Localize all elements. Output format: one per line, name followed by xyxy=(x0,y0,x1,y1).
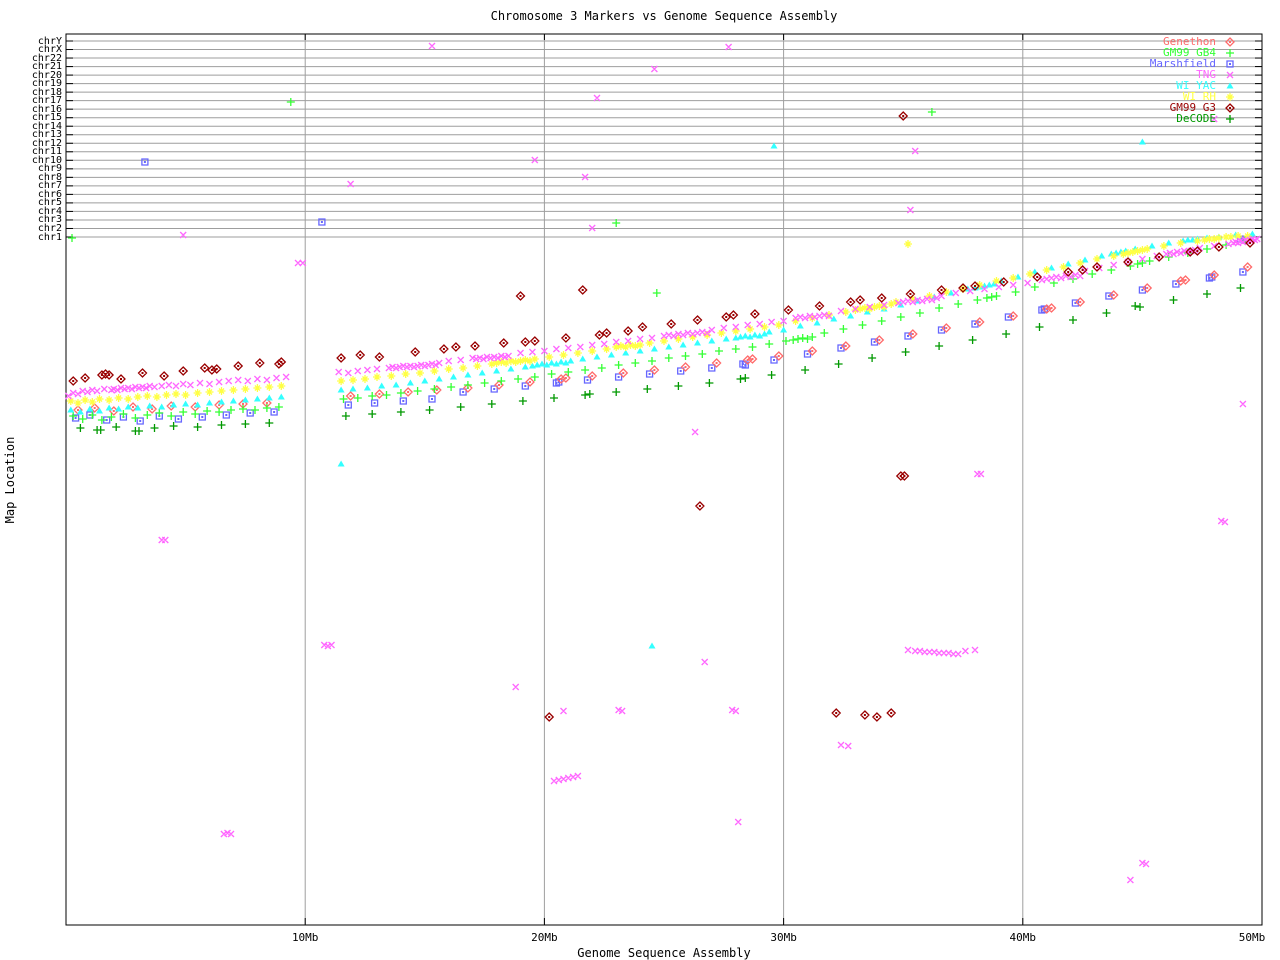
chr-label-chr11: chr11 xyxy=(31,146,62,158)
legend-row-tng: TNG xyxy=(1096,69,1246,80)
x-tick-10Mb: 10Mb xyxy=(291,931,319,944)
chr-label-chrX: chrX xyxy=(37,44,62,56)
series-gm99-gb4 xyxy=(68,98,1250,424)
x-tick-20Mb: 20Mb xyxy=(531,931,558,944)
legend: Genethon GM99 GB4 Marshfield TNG WI YAC WI RH… xyxy=(1096,36,1246,124)
chr-label-chr21: chr21 xyxy=(31,61,62,73)
x-tick-30Mb: 30Mb xyxy=(770,931,797,944)
chr-label-chr13: chr13 xyxy=(31,129,62,141)
square-marker-icon xyxy=(1216,58,1246,69)
legend-row-wi-yac: WI YAC xyxy=(1096,80,1246,91)
x-tick-40Mb: 40Mb xyxy=(1009,931,1037,944)
x-tick-50Mb: 50Mb xyxy=(1238,931,1266,944)
plus-marker-icon xyxy=(1216,113,1246,124)
legend-marker-glyph xyxy=(1229,41,1231,43)
legend-row-wi-rh: WI RH xyxy=(1096,91,1246,102)
legend-marker-glyph xyxy=(1225,103,1235,113)
asterisk-marker-icon xyxy=(1216,91,1246,102)
series-gm99-g3 xyxy=(68,111,1255,722)
legend-label: GM99 GB4 xyxy=(1163,46,1216,59)
diamond-marker-icon xyxy=(1216,36,1246,47)
chr-label-chr14: chr14 xyxy=(31,120,62,132)
chr-label-chr5: chr5 xyxy=(37,197,62,209)
legend-marker-glyph xyxy=(1226,60,1234,68)
legend-label: TNG xyxy=(1196,68,1216,81)
legend-label: DeCODE xyxy=(1176,112,1216,125)
legend-marker-glyph xyxy=(1226,93,1234,101)
legend-row-decode: DeCODE xyxy=(1096,113,1246,124)
chr-label-chr7: chr7 xyxy=(37,180,62,192)
series-wi-rh xyxy=(66,232,1252,407)
y-axis-title: Map Location xyxy=(3,436,17,524)
chr-label-chr20: chr20 xyxy=(31,69,62,81)
legend-label: WI RH xyxy=(1182,90,1216,103)
legend-row-gm99-gb4: GM99 GB4 xyxy=(1096,47,1246,58)
chr-label-chr19: chr19 xyxy=(31,78,62,90)
legend-label: WI YAC xyxy=(1176,79,1216,92)
chr-label-chr17: chr17 xyxy=(31,95,62,107)
chr-label-chr15: chr15 xyxy=(31,112,62,124)
plot-border xyxy=(65,33,1263,926)
chart-title: Chromosome 3 Markers vs Genome Sequence … xyxy=(490,9,838,23)
series-marshfield xyxy=(71,158,1249,425)
chr-label-chrY: chrY xyxy=(37,35,62,47)
chr-label-chr18: chr18 xyxy=(31,86,62,98)
legend-marker-glyph xyxy=(1226,82,1234,89)
chr-label-chr10: chr10 xyxy=(31,154,62,166)
chr-label-chr6: chr6 xyxy=(37,188,62,200)
legend-label: GM99 G3 xyxy=(1169,101,1216,114)
x-marker-icon xyxy=(1216,69,1246,80)
chr-label-chr4: chr4 xyxy=(37,205,62,217)
legend-marker-glyph xyxy=(1226,115,1234,123)
triangle-marker-icon xyxy=(1216,80,1246,91)
legend-row-marshfield: Marshfield xyxy=(1096,58,1246,69)
chr-label-chr2: chr2 xyxy=(37,222,62,234)
series-wi-yac-fill xyxy=(67,138,1256,649)
legend-row-genethon: Genethon xyxy=(1096,36,1246,47)
chr-label-chr16: chr16 xyxy=(31,103,62,115)
chr-label-chr9: chr9 xyxy=(37,163,62,175)
x-axis-title: Genome Sequence Assembly xyxy=(577,946,751,960)
chr-label-chr8: chr8 xyxy=(37,171,62,183)
series-decode xyxy=(76,284,1245,435)
legend-label: Genethon xyxy=(1163,35,1216,48)
diamond-marker-icon xyxy=(1216,102,1246,113)
chr-label-chr12: chr12 xyxy=(31,137,62,149)
legend-marker-glyph xyxy=(1229,107,1231,109)
chr-label-chr3: chr3 xyxy=(37,214,62,226)
legend-label: Marshfield xyxy=(1149,57,1216,70)
chr-label-chr1: chr1 xyxy=(37,231,62,243)
legend-row-gm99-g3: GM99 G3 xyxy=(1096,102,1246,113)
legend-marker-glyph xyxy=(1226,71,1234,79)
plus-marker-icon xyxy=(1216,47,1246,58)
legend-marker-glyph xyxy=(1229,63,1231,65)
chr-label-chr22: chr22 xyxy=(31,52,62,64)
legend-marker-glyph xyxy=(1225,37,1235,47)
legend-marker-glyph xyxy=(1226,49,1234,57)
